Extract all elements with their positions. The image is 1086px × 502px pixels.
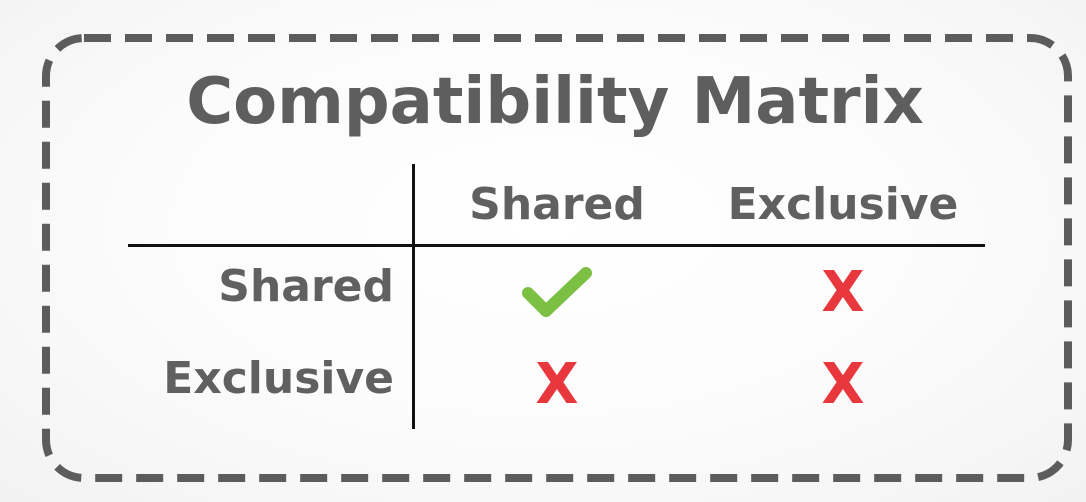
horizontal-divider [128,244,985,247]
matrix-title: Compatibility Matrix [186,65,924,139]
column-header-shared: Shared [469,179,645,230]
cross-mark: X [821,352,865,417]
column-header-exclusive: Exclusive [727,179,959,230]
cell-shared-exclusive: X [793,253,893,333]
vertical-divider [412,164,415,429]
row-header-exclusive: Exclusive [163,353,394,404]
cell-exclusive-exclusive: X [793,345,893,425]
cross-mark: X [535,352,579,417]
check-icon [522,267,592,317]
cell-shared-shared [507,253,607,333]
cross-mark: X [821,260,865,325]
row-header-shared: Shared [218,261,394,312]
cell-exclusive-shared: X [507,345,607,425]
